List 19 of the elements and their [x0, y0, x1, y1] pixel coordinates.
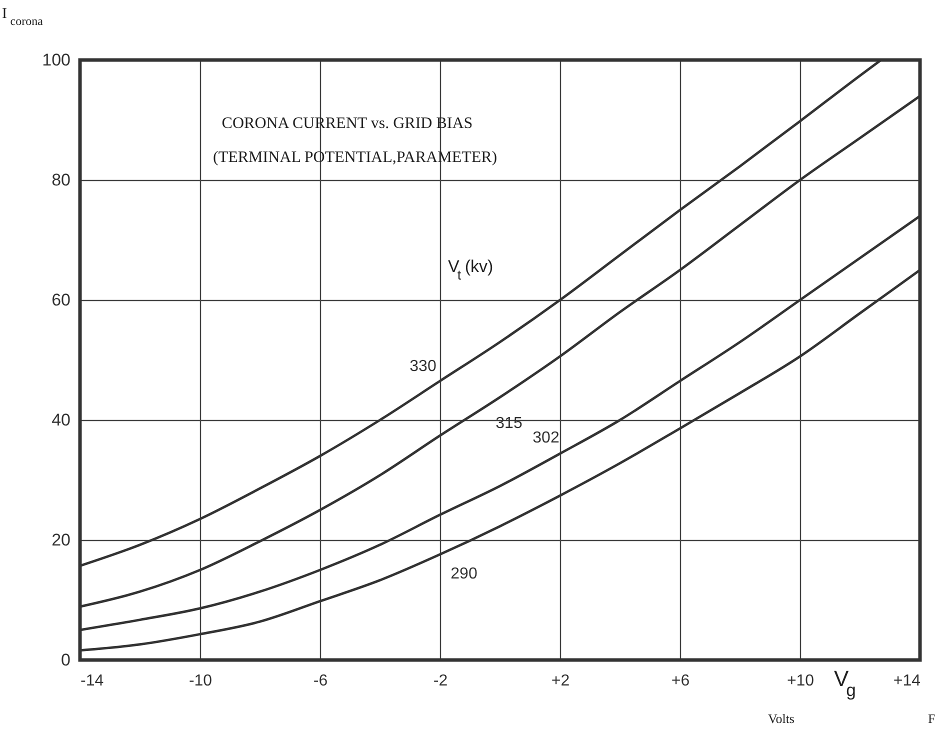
x-tick-label: -2 — [433, 672, 448, 690]
text: F — [928, 711, 935, 726]
x-tick-label: +14 — [893, 672, 921, 690]
x-tick-label: -6 — [313, 672, 328, 690]
x-tick-label: +10 — [786, 672, 814, 690]
series-label: 290 — [450, 565, 478, 582]
x-tick-label: -14 — [80, 672, 104, 690]
y-tick-label: 40 — [52, 410, 70, 430]
y-tick-label: 80 — [52, 170, 70, 190]
x-tick-label: +6 — [671, 672, 690, 690]
y-tick-label: 0 — [61, 650, 70, 670]
x-tick-label: +2 — [551, 672, 570, 690]
y-tick-label: 100 — [42, 50, 70, 70]
y-tick-label: 20 — [52, 530, 70, 550]
series-label: 302 — [532, 430, 560, 447]
series-label: 330 — [410, 358, 436, 375]
x-tick-label: -10 — [188, 672, 212, 690]
text: Volts — [768, 711, 794, 726]
y-tick-label: 60 — [52, 290, 70, 310]
